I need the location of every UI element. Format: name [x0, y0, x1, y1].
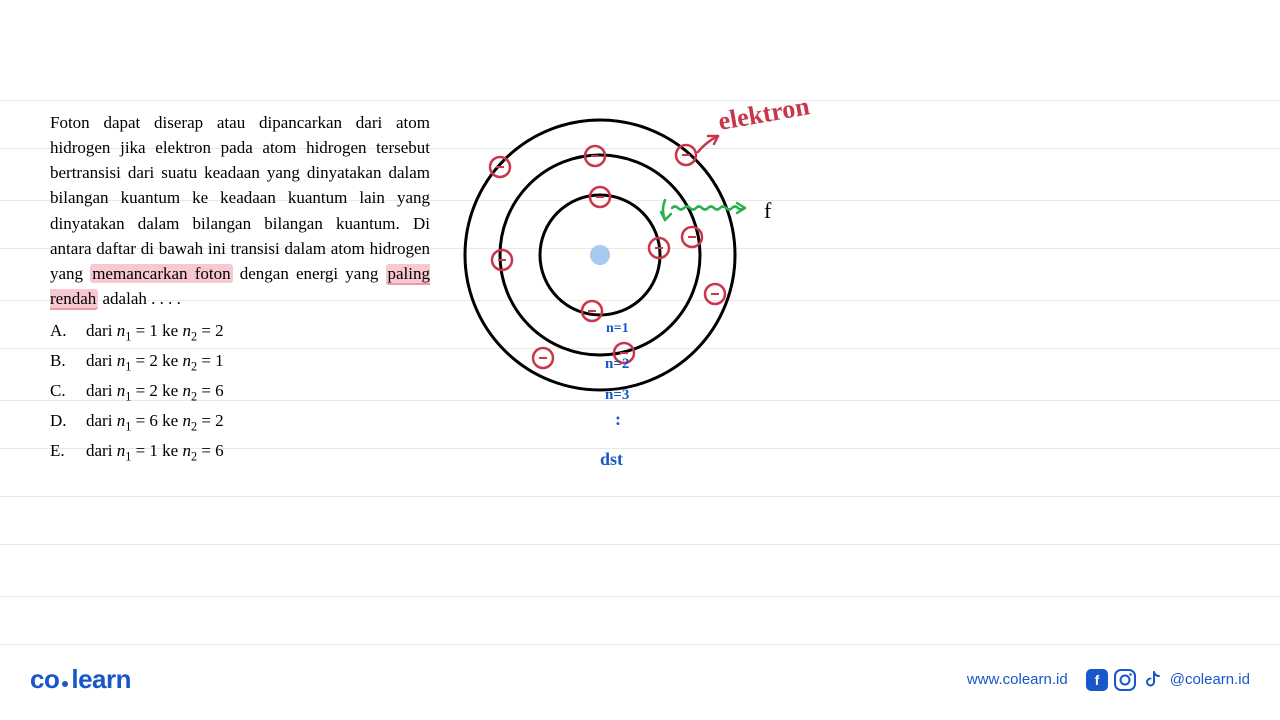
option-row: A.dari n1 = 1 ke n2 = 2 [50, 317, 430, 347]
svg-text:elektron: elektron [716, 91, 812, 136]
instagram-icon [1114, 669, 1136, 691]
question-after: adalah . . . . [98, 289, 181, 308]
svg-text:f: f [764, 198, 772, 223]
option-row: B.dari n1 = 2 ke n2 = 1 [50, 347, 430, 377]
logo-part2: learn [71, 664, 131, 694]
option-row: C.dari n1 = 2 ke n2 = 6 [50, 377, 430, 407]
svg-text:n=3: n=3 [605, 387, 629, 403]
footer-right: www.colearn.id f @colearn.id [967, 669, 1250, 691]
svg-text:n=1: n=1 [606, 321, 629, 336]
option-row: E.dari n1 = 1 ke n2 = 6 [50, 437, 430, 467]
question-block: Foton dapat diserap atau dipancarkan dar… [50, 110, 430, 467]
svg-text:f: f [1094, 672, 1099, 688]
website-url: www.colearn.id [967, 671, 1068, 688]
svg-text:dst: dst [600, 449, 623, 469]
social-block: f @colearn.id [1086, 669, 1250, 691]
question-text: Foton dapat diserap atau dipancarkan dar… [50, 110, 430, 311]
tiktok-icon [1142, 669, 1164, 691]
answer-options: A.dari n1 = 1 ke n2 = 2B.dari n1 = 2 ke … [50, 317, 430, 467]
footer: colearn www.colearn.id f @colearn.id [0, 664, 1280, 695]
logo-dot-icon [62, 681, 68, 687]
svg-text::: : [615, 409, 621, 429]
option-row: D.dari n1 = 6 ke n2 = 2 [50, 407, 430, 437]
question-between: dengan energi yang [233, 264, 386, 283]
highlight-phrase-1: memancarkan foton [90, 264, 232, 283]
facebook-icon: f [1086, 669, 1108, 691]
logo-part1: co [30, 664, 59, 694]
svg-text:n=2: n=2 [605, 356, 629, 372]
social-handle: @colearn.id [1170, 671, 1250, 688]
colearn-logo: colearn [30, 664, 131, 695]
atom-diagram: n=1 n=2 n=3: dst elektron f [440, 80, 860, 500]
question-before: Foton dapat diserap atau dipancarkan dar… [50, 113, 430, 283]
